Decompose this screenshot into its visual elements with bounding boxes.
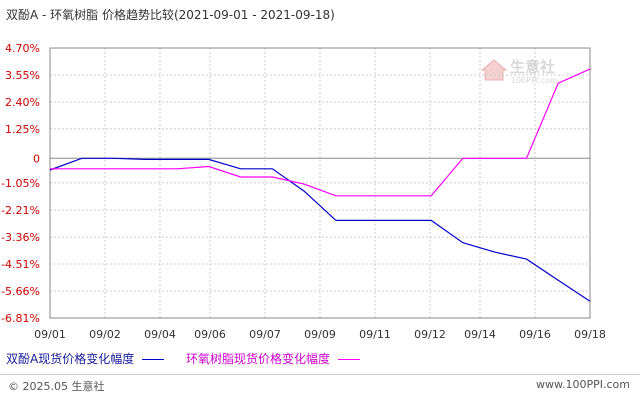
footer-website-link[interactable]: www.100PPI.com bbox=[536, 378, 630, 391]
x-tick-label: 09/12 bbox=[414, 328, 446, 341]
y-tick-label: -5.66% bbox=[1, 285, 40, 298]
x-tick-label: 09/02 bbox=[89, 328, 121, 341]
legend-label-epoxy-resin: 环氧树脂现货价格变化幅度 bbox=[186, 352, 331, 366]
x-tick-label: 09/01 bbox=[34, 328, 66, 341]
x-tick-label: 09/06 bbox=[194, 328, 226, 341]
x-axis-ticks: 09/01 09/02 09/04 09/06 09/07 09/09 09/11 09/12… bbox=[34, 328, 606, 341]
series-line-epoxy-resin bbox=[50, 68, 591, 197]
x-tick-label: 09/16 bbox=[519, 328, 551, 341]
legend-item-bisphenol-a: 双酚A现货价格变化幅度 bbox=[6, 350, 165, 367]
x-tick-label: 09/09 bbox=[304, 328, 336, 341]
legend-item-epoxy-resin: 环氧树脂现货价格变化幅度 bbox=[186, 350, 361, 367]
x-tick-label: 09/14 bbox=[464, 328, 496, 341]
footer-divider bbox=[0, 374, 640, 375]
y-tick-label: 1.25% bbox=[5, 123, 40, 136]
y-tick-label: -1.05% bbox=[1, 177, 40, 190]
legend-line-blue bbox=[142, 359, 165, 360]
x-tick-label: 09/18 bbox=[574, 328, 606, 341]
y-tick-label: -6.81% bbox=[1, 312, 40, 325]
watermark-house-icon bbox=[480, 59, 508, 81]
x-tick-label: 09/07 bbox=[249, 328, 281, 341]
footer-copyright: © 2025.05 生意社 bbox=[8, 380, 105, 393]
plot-border bbox=[49, 47, 591, 319]
y-tick-label: -2.21% bbox=[1, 204, 40, 217]
y-axis-ticks: 4.70% 3.55% 2.40% 1.25% 0 -1.05% -2.21% -3.36% -… bbox=[1, 42, 40, 325]
chart-title: 双酚A - 环氧树脂 价格趋势比较(2021-09-01 - 2021-09-1… bbox=[6, 8, 335, 22]
chart-grid bbox=[49, 47, 591, 319]
legend-label-bisphenol-a: 双酚A现货价格变化幅度 bbox=[6, 352, 135, 366]
watermark-brand: 生意社 bbox=[510, 58, 555, 76]
y-tick-label: 3.55% bbox=[5, 69, 40, 82]
y-tick-label: 0 bbox=[33, 152, 40, 165]
y-tick-label: -4.51% bbox=[1, 258, 40, 271]
series-line-bisphenol-a bbox=[49, 157, 591, 302]
legend-line-magenta bbox=[338, 359, 361, 360]
y-tick-label: 2.40% bbox=[5, 96, 40, 109]
chart-legend: 双酚A现货价格变化幅度 环氧树脂现货价格变化幅度 bbox=[6, 350, 378, 367]
x-tick-label: 09/11 bbox=[359, 328, 391, 341]
y-tick-label: 4.70% bbox=[5, 42, 40, 55]
chart-series bbox=[49, 68, 591, 302]
y-tick-label: -3.36% bbox=[1, 231, 40, 244]
chart-axes bbox=[49, 47, 591, 319]
x-tick-label: 09/04 bbox=[144, 328, 176, 341]
